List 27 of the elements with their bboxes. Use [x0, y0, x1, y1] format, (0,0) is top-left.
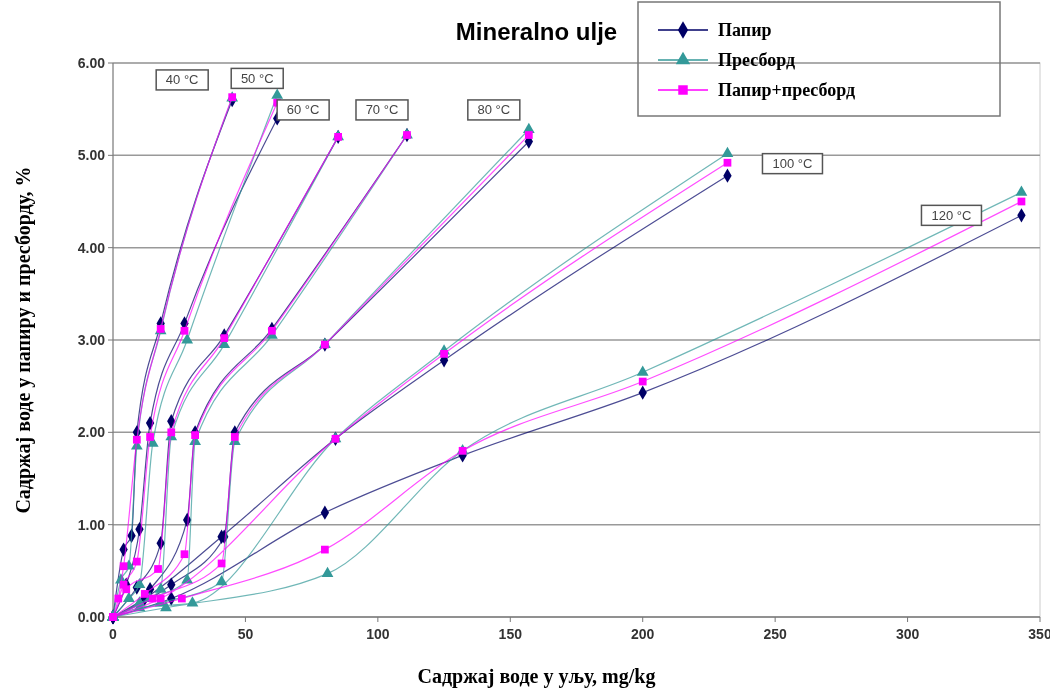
annotation: 100 °C [772, 156, 813, 172]
x-tick-label: 200 [631, 626, 655, 642]
x-tick-label: 0 [109, 626, 118, 642]
annotation: 40 °C [165, 72, 199, 88]
y-tick-label: 1.00 [77, 516, 106, 533]
y-tick-label: 2.00 [77, 424, 106, 441]
y-axis-title: Садржај воде у папиру и пресборду, % [12, 166, 35, 514]
x-tick-label: 50 [237, 626, 254, 642]
x-axis-title: Садржај воде у уљу, mg/kg [417, 665, 656, 688]
legend-label: Папир [718, 20, 772, 41]
x-tick-label: 300 [895, 626, 920, 642]
y-tick-label: 4.00 [77, 239, 106, 256]
annotation: 70 °C [365, 102, 399, 118]
y-tick-label: 0.00 [77, 608, 106, 625]
legend-label: Пресборд [718, 50, 796, 71]
annotation: 120 °C [931, 207, 972, 223]
legend-label: Папир+пресборд [718, 80, 856, 101]
annotation: 80 °C [477, 102, 511, 118]
chart-title: Mineralno ulje [455, 18, 618, 45]
x-tick-label: 150 [498, 626, 523, 642]
x-tick-label: 250 [763, 626, 788, 642]
annotation: 50 °C [240, 70, 274, 86]
annotation: 60 °C [286, 102, 320, 118]
y-tick-label: 5.00 [77, 147, 106, 164]
x-tick-label: 100 [366, 626, 390, 642]
y-tick-label: 3.00 [77, 331, 106, 348]
y-tick-label: 6.00 [77, 54, 106, 71]
